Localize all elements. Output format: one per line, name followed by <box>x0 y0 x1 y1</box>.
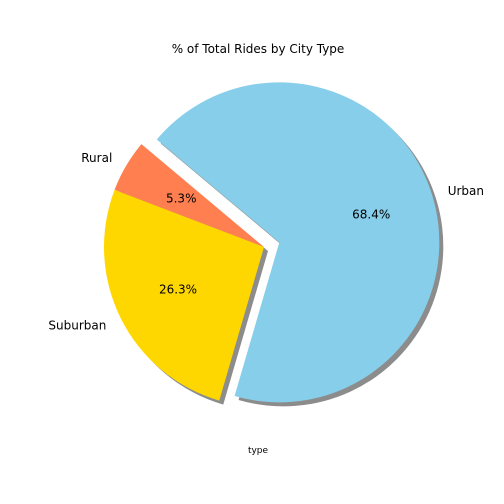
slice-rural <box>114 144 265 247</box>
x-axis-label: type <box>248 446 269 456</box>
slice-suburban <box>103 189 264 401</box>
pct-label-suburban: 26.3% <box>159 283 197 297</box>
chart-title: % of Total Rides by City Type <box>172 42 345 56</box>
slice-label-rural: Rural <box>81 151 112 165</box>
slice-label-urban: Urban <box>448 184 484 198</box>
pct-label-urban: 68.4% <box>352 207 390 221</box>
slice-label-suburban: Suburban <box>48 318 106 332</box>
slice-urban <box>156 82 440 403</box>
pct-label-rural: 5.3% <box>166 191 197 205</box>
pie-slices <box>103 82 440 403</box>
pie-labels: Rural 5.3% Suburban 26.3% Urban 68.4% <box>48 151 484 333</box>
